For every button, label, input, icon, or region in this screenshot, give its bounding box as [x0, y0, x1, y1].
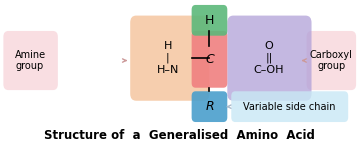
- FancyBboxPatch shape: [192, 91, 227, 122]
- FancyBboxPatch shape: [307, 31, 356, 90]
- Text: R: R: [205, 100, 214, 113]
- Text: C: C: [205, 53, 214, 66]
- FancyBboxPatch shape: [192, 31, 227, 88]
- FancyBboxPatch shape: [231, 91, 348, 122]
- Text: H: H: [205, 14, 214, 27]
- FancyBboxPatch shape: [192, 5, 227, 36]
- Text: O
||
C–OH: O || C–OH: [254, 41, 284, 75]
- FancyBboxPatch shape: [3, 31, 58, 90]
- Text: H
|
H–N: H | H–N: [157, 41, 179, 75]
- FancyBboxPatch shape: [130, 16, 210, 101]
- Text: Variable side chain: Variable side chain: [243, 102, 336, 112]
- Text: Structure of  a  Generalised  Amino  Acid: Structure of a Generalised Amino Acid: [44, 129, 315, 142]
- Text: Carboxyl
group: Carboxyl group: [310, 50, 353, 71]
- Text: Amine
group: Amine group: [14, 50, 46, 71]
- FancyBboxPatch shape: [227, 16, 311, 101]
